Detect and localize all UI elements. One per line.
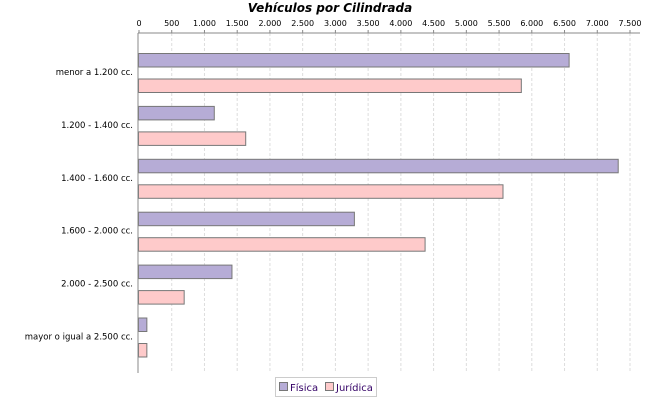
bar-fisica (138, 264, 233, 280)
bar-fisica (138, 158, 619, 174)
category-label: 1.600 - 2.000 cc. (61, 227, 133, 237)
tick-label: 7.000 (586, 19, 609, 28)
tick-label: 5.500 (488, 19, 511, 28)
chart-title: Vehículos por Cilindrada (248, 1, 412, 15)
tick-label: 3.500 (357, 19, 380, 28)
bar-juridica (138, 290, 185, 305)
category-label: 1.200 - 1.400 cc. (61, 121, 133, 131)
category-label: menor a 1.200 cc. (56, 68, 133, 78)
bar-juridica (138, 237, 426, 252)
tick-label: 6.000 (520, 19, 543, 28)
legend-swatch-juridica (325, 382, 334, 391)
bar-fisica (138, 105, 215, 121)
legend-label-juridica: Jurídica (335, 382, 373, 394)
category-label: 2.000 - 2.500 cc. (61, 280, 133, 290)
tick-label: 7.500 (619, 19, 642, 28)
tick-label: 6.500 (553, 19, 576, 28)
legend-label-fisica: Física (290, 382, 318, 394)
category-label: 1.400 - 1.600 cc. (61, 174, 133, 184)
bar-fisica (138, 317, 148, 332)
bar-juridica (138, 343, 148, 358)
tick-label: 500 (164, 19, 179, 28)
legend-swatch-fisica (279, 382, 288, 391)
legend: Física Jurídica (275, 377, 377, 397)
bar-fisica (138, 211, 355, 227)
tick-label: 5.000 (455, 19, 478, 28)
category-label: mayor o igual a 2.500 cc. (25, 333, 133, 343)
tick-label: 1.000 (193, 19, 216, 28)
tick-label: 2.000 (258, 19, 281, 28)
tick-label: 4.500 (422, 19, 445, 28)
bar-fisica (138, 53, 570, 68)
bar-juridica (138, 78, 522, 93)
tick-label: 4.000 (389, 19, 412, 28)
bar-juridica (138, 184, 504, 199)
bar-juridica (138, 131, 247, 146)
tick-label: 3.000 (324, 19, 347, 28)
tick-label: 2.500 (291, 19, 314, 28)
tick-label: 1.500 (226, 19, 249, 28)
tick-label: 0 (136, 19, 141, 28)
